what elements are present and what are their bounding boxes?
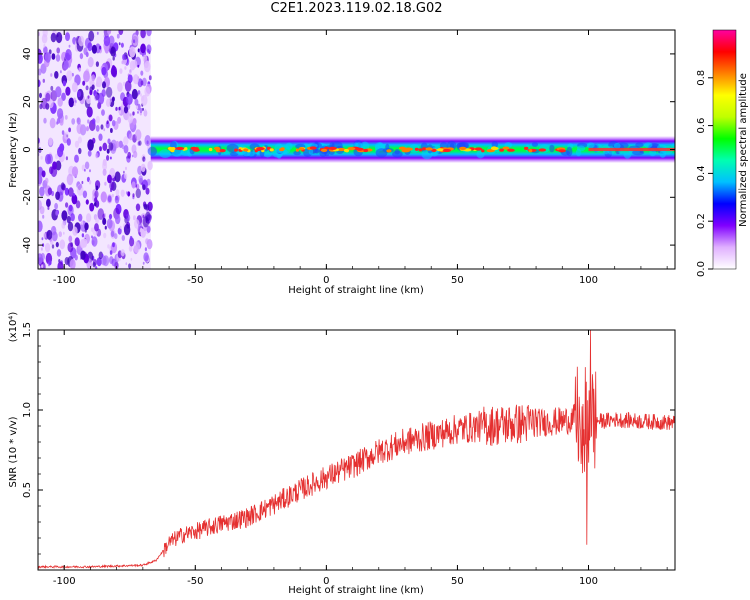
spectrogram-panel: -100 -50 0 50 100 -40 -20 0 20 40 Height of strai… (8, 29, 676, 296)
noise-speckle-region (38, 30, 153, 269)
snr-series-line (38, 330, 675, 570)
snr-y-multiplier: (x10⁴) (8, 312, 19, 343)
colorbar-tick-label: 0.4 (696, 165, 707, 181)
signal-band (147, 136, 675, 163)
spectrogram-x-tick-label: 0 (323, 275, 329, 286)
snr-y-axis-label: SNR (10 * v/v) (8, 416, 19, 487)
snr-x-tick-label: 100 (579, 576, 598, 587)
spectrogram-y-axis-label: Frequency (Hz) (8, 112, 19, 188)
spectrogram-x-tick-label: 100 (579, 275, 598, 286)
colorbar-label: Normalized spectral amplitude (738, 73, 749, 227)
snr-y-tick-label: 1.0 (22, 402, 33, 418)
snr-frame (37, 329, 676, 571)
spectrogram-y-tick-label: -20 (22, 189, 33, 205)
snr-x-tick-label: 50 (451, 576, 464, 587)
snr-y-tick-label: 0.5 (22, 482, 33, 498)
colorbar: 0.0 0.2 0.4 0.6 0.8 Normalized spectral ampl… (696, 29, 749, 277)
spectrogram-x-axis-label: Height of straight line (km) (288, 285, 424, 296)
colorbar-tick-label: 0.8 (696, 70, 707, 86)
spectrogram-x-tick-label: -50 (187, 275, 203, 286)
snr-x-axis-label: Height of straight line (km) (288, 585, 424, 596)
spectrogram-y-tick-label: -40 (22, 237, 33, 253)
spectrogram-y-tick-label: 20 (22, 95, 33, 108)
snr-x-tick-label: -50 (187, 576, 203, 587)
colorbar-tick-label: 0.6 (696, 118, 707, 134)
spectrogram-y-tick-label: 0 (22, 146, 33, 152)
colorbar-gradient (712, 29, 737, 270)
colorbar-tick-label: 0.0 (696, 261, 707, 277)
snr-panel: -100 -50 0 50 100 0.5 1.0 1.5 Height of straigh… (8, 312, 676, 596)
snr-x-tick-label: -100 (53, 576, 76, 587)
snr-x-tick-label: 0 (323, 576, 329, 587)
colorbar-tick-label: 0.2 (696, 213, 707, 229)
spectrogram-x-tick-label: -100 (53, 275, 76, 286)
spectrogram-x-tick-label: 50 (451, 275, 464, 286)
spectrogram-y-tick-label: 40 (22, 48, 33, 61)
figure-title: C2E1.2023.119.02.18.G02 (270, 1, 443, 16)
snr-y-tick-label: 1.5 (22, 322, 33, 338)
